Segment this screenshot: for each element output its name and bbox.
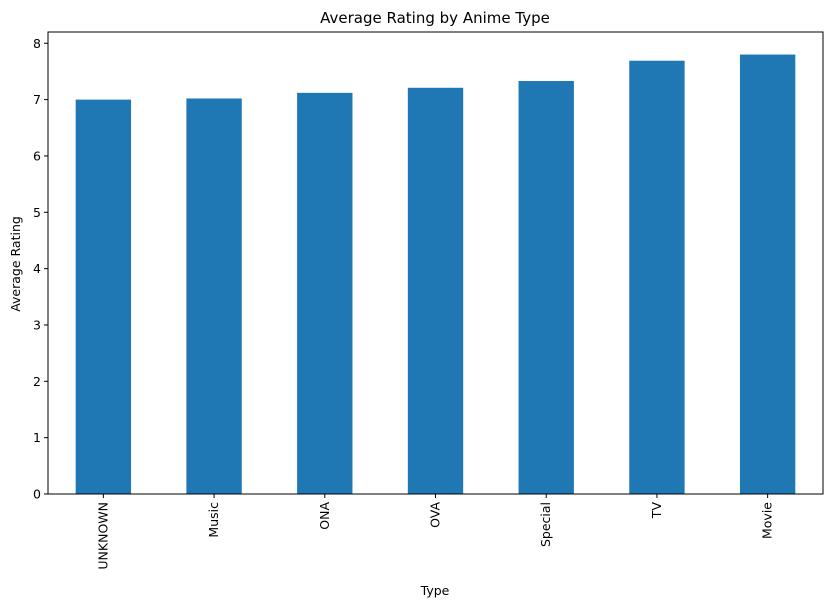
y-axis-title: Average Rating	[8, 216, 23, 312]
plot-frame	[47, 31, 824, 495]
x-tick-label: ONA	[317, 502, 332, 530]
bar-tv	[629, 60, 685, 495]
y-tick-label: 2	[33, 374, 41, 389]
y-tick-label: 3	[33, 317, 41, 332]
y-tick-label: 1	[33, 430, 41, 445]
bar-movie	[739, 54, 796, 494]
y-tick-label: 4	[33, 261, 41, 276]
y-tick-label: 6	[33, 148, 41, 163]
y-tick-label: 7	[33, 92, 41, 107]
y-axis-ticks: 0 1 2 3 4 5 6 7 8	[33, 36, 48, 502]
x-axis-title: Type	[420, 583, 450, 598]
y-tick-label: 5	[33, 205, 41, 220]
x-tick-label: UNKNOWN	[95, 502, 110, 570]
bar-ova	[407, 87, 464, 494]
bar-special	[518, 81, 574, 494]
x-tick-label: OVA	[428, 502, 443, 528]
chart-title: Average Rating by Anime Type	[320, 9, 550, 27]
bars-group	[75, 54, 796, 495]
bar-unknown	[75, 99, 132, 495]
y-tick-label: 0	[33, 487, 41, 502]
x-tick-label: TV	[649, 502, 664, 520]
y-tick-label: 8	[33, 36, 41, 51]
bar-music	[186, 98, 242, 495]
x-tick-label: Movie	[760, 502, 775, 539]
x-tick-label: Music	[206, 502, 221, 538]
bar-ona	[297, 92, 353, 494]
x-axis-ticks: UNKNOWN Music ONA OVA Special TV Movie	[95, 494, 775, 570]
x-tick-label: Special	[538, 502, 553, 547]
